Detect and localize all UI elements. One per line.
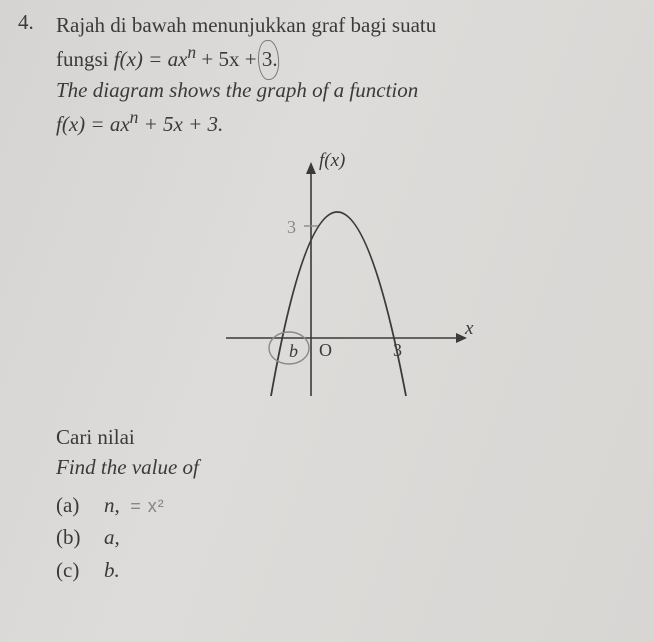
eq-lhs: f(x) =: [114, 47, 168, 71]
eq-const-circled: 3: [262, 44, 273, 74]
english-line-1: The diagram shows the graph of a functio…: [56, 75, 626, 105]
parabola-curve: [271, 212, 406, 396]
sub-c-text: b.: [104, 554, 120, 587]
malay-line-1: Rajah di bawah menunjukkan graf bagi sua…: [56, 10, 626, 40]
sub-b: (b) a,: [56, 521, 626, 554]
label-x: x: [464, 318, 474, 339]
question-row: 4. Rajah di bawah menunjukkan graf bagi …: [18, 10, 626, 586]
eq-mid: + 5x +: [196, 47, 262, 71]
eq-axn: ax: [168, 47, 188, 71]
page: { "question": { "number": "4.", "malay_l…: [0, 0, 654, 642]
sub-b-label: (b): [56, 521, 104, 554]
sub-a: (a) n, = x²: [56, 489, 626, 522]
sub-list: (a) n, = x² (b) a, (c) b.: [56, 489, 626, 587]
malay-line-2: fungsi f(x) = axn + 5x + 3.: [56, 40, 626, 74]
find-english: Find the value of: [56, 452, 626, 482]
sub-b-text: a,: [104, 521, 120, 554]
graph-svg: 3 f(x) x O 3 b: [201, 148, 481, 408]
question-content: Rajah di bawah menunjukkan graf bagi sua…: [56, 10, 626, 586]
yint-pencil-3: 3: [287, 217, 296, 237]
y-axis-arrow: [306, 162, 316, 174]
malay-prefix: fungsi: [56, 47, 114, 71]
eng-eq: f(x) = ax: [56, 112, 130, 136]
eq-sup-n: n: [187, 42, 196, 62]
label-b: b: [289, 341, 298, 361]
find-malay: Cari nilai: [56, 422, 626, 452]
label-3: 3: [393, 340, 402, 360]
label-fx: f(x): [319, 150, 345, 171]
english-line-2: f(x) = axn + 5x + 3.: [56, 105, 626, 139]
eng-eq-rest: + 5x + 3.: [138, 112, 223, 136]
sub-c: (c) b.: [56, 554, 626, 587]
eq-end: .: [272, 47, 277, 71]
graph-wrap: 3 f(x) x O 3 b: [56, 148, 626, 408]
sub-a-text: n,: [104, 489, 120, 522]
label-O: O: [319, 340, 332, 360]
sub-a-pencil: = x²: [130, 493, 165, 521]
sub-a-label: (a): [56, 489, 104, 522]
question-number: 4.: [18, 10, 56, 35]
sub-c-label: (c): [56, 554, 104, 587]
